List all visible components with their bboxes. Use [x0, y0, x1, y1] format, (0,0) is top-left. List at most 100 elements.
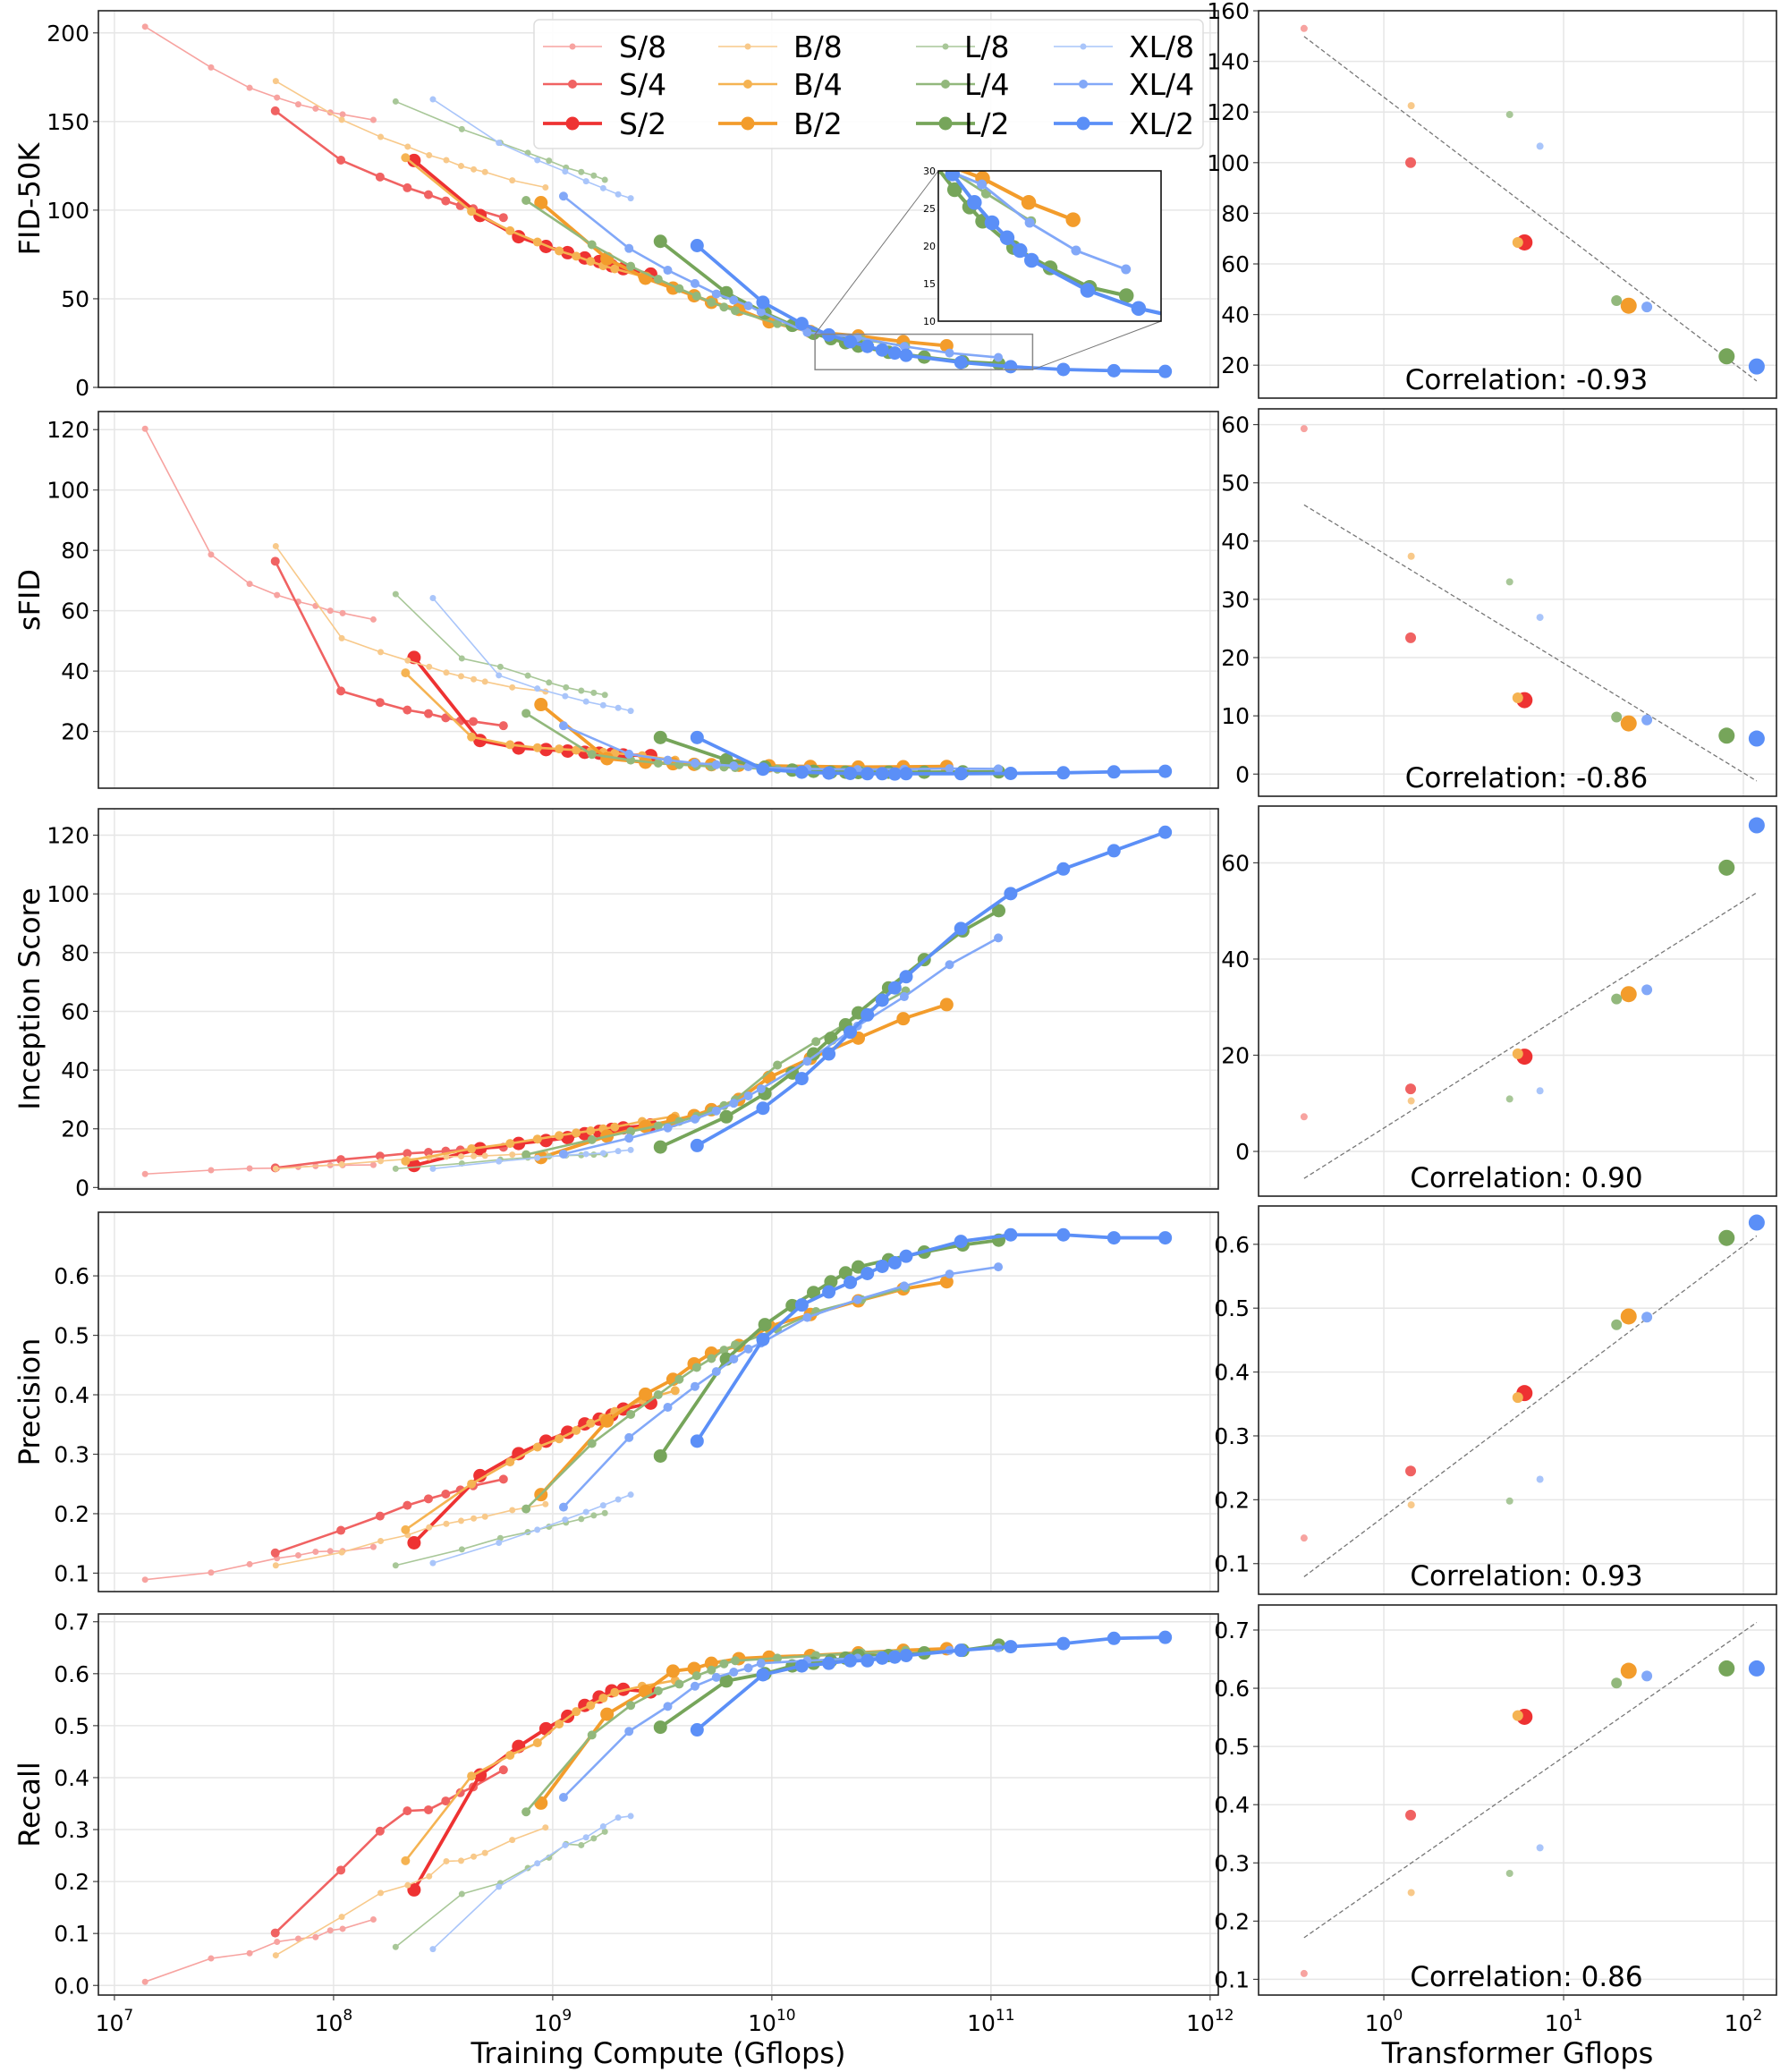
data-point — [555, 744, 564, 754]
y-tick-label: 0.2 — [1214, 1908, 1250, 1934]
data-point — [663, 266, 673, 276]
data-point — [562, 692, 569, 700]
data-point — [887, 1255, 902, 1270]
data-point — [610, 264, 620, 274]
data-point — [505, 740, 515, 750]
data-point — [861, 339, 875, 353]
legend-marker — [1079, 80, 1088, 89]
scatter-point-L-8 — [1505, 1095, 1513, 1103]
series-XL-8 — [429, 1491, 634, 1567]
data-point — [1121, 264, 1132, 275]
data-point — [377, 649, 385, 656]
data-point — [833, 0, 843, 5]
data-point — [674, 284, 684, 293]
data-point — [404, 657, 411, 664]
data-point — [887, 981, 902, 995]
y-tick-label: 20 — [1221, 352, 1250, 378]
scatter-point-B-2 — [1620, 1662, 1637, 1679]
trend-line — [1303, 504, 1758, 782]
y-tick-label: 0.6 — [54, 1263, 89, 1289]
x-tick-label: 1012 — [1186, 2007, 1234, 2036]
data-point — [375, 1826, 385, 1836]
data-point — [899, 767, 913, 781]
data-point — [481, 168, 488, 175]
data-point — [822, 327, 836, 342]
data-point — [756, 307, 766, 317]
data-point — [1013, 242, 1028, 259]
correlation-annotation: Correlation: -0.86 — [1405, 762, 1648, 794]
data-point — [954, 767, 968, 781]
scatter-point-B-8 — [1407, 102, 1415, 110]
data-point — [377, 1158, 385, 1165]
data-point — [719, 1109, 733, 1124]
y-tick-label: 0.7 — [54, 1609, 89, 1635]
data-point — [899, 1249, 913, 1263]
y-tick-label: 80 — [61, 940, 89, 966]
y-tick-label: 0.6 — [54, 1661, 89, 1687]
data-point — [562, 1516, 569, 1524]
right-panel-8: 0.1 0.2 0.3 0.4 0.5 0.6 Correlation: 0.93 — [1214, 1205, 1777, 1595]
data-point — [270, 1548, 280, 1558]
scatter-point-XL-2 — [1748, 730, 1765, 747]
y-tick-label: 10 — [1221, 703, 1250, 729]
series-S-4 — [270, 106, 508, 223]
data-point — [626, 261, 636, 271]
trend-line — [1303, 1621, 1758, 1939]
y-tick-label: 0.1 — [54, 1921, 89, 1947]
x-tick-label: 108 — [315, 2007, 353, 2036]
data-point — [496, 1158, 503, 1165]
data-point — [627, 1491, 634, 1499]
scatter-point-B-2 — [1620, 715, 1637, 732]
data-point — [690, 1723, 704, 1737]
data-point — [534, 685, 541, 692]
data-point — [429, 1946, 437, 1953]
legend-label: L/2 — [964, 106, 1010, 141]
y-tick-label: 80 — [1221, 200, 1250, 226]
data-point — [498, 1474, 508, 1484]
gridlines — [98, 1614, 1218, 1995]
data-point — [743, 1663, 753, 1673]
legend-label: L/8 — [964, 30, 1010, 64]
data-point — [1289, 321, 1304, 336]
correlation-annotation: Correlation: 0.93 — [1410, 1560, 1642, 1592]
data-point — [481, 1849, 488, 1856]
data-point — [457, 163, 464, 170]
data-point — [272, 1952, 279, 1959]
data-point — [984, 215, 1000, 231]
data-point — [471, 166, 478, 173]
data-point — [407, 1536, 421, 1550]
plot-frame — [98, 1613, 1219, 1996]
data-point — [1158, 764, 1173, 778]
data-point — [582, 1508, 589, 1516]
data-point — [590, 1151, 598, 1159]
data-point — [512, 1136, 526, 1151]
x-tick-exponent: 9 — [562, 2007, 572, 2025]
data-point — [563, 684, 570, 691]
data-point — [719, 1659, 729, 1669]
y-tick-label: 0.6 — [1214, 1676, 1250, 1702]
series-line — [275, 80, 546, 189]
series-XL-2 — [690, 825, 1173, 1152]
data-point — [1056, 1636, 1071, 1651]
data-point — [887, 346, 902, 361]
data-point — [562, 168, 569, 175]
data-point — [546, 679, 553, 686]
data-point — [938, 171, 944, 174]
zoom-inset: 10 15 20 25 30 — [833, 0, 1304, 336]
legend-entry-S-8: S/8 — [543, 30, 666, 64]
scatter-group — [1300, 1214, 1765, 1577]
data-point — [555, 1131, 564, 1141]
data-point — [954, 921, 968, 936]
plot-frame — [98, 411, 1219, 789]
data-point — [542, 184, 549, 191]
data-point — [369, 1161, 377, 1168]
series-group — [141, 825, 1173, 1177]
data-point — [458, 655, 465, 662]
legend-marker — [938, 116, 953, 131]
data-point — [1056, 862, 1071, 876]
data-point — [555, 1720, 564, 1729]
series-line — [144, 428, 374, 621]
series-L-4 — [521, 1283, 911, 1514]
data-point — [369, 1543, 377, 1550]
y-tick-label: 50 — [1221, 471, 1250, 497]
